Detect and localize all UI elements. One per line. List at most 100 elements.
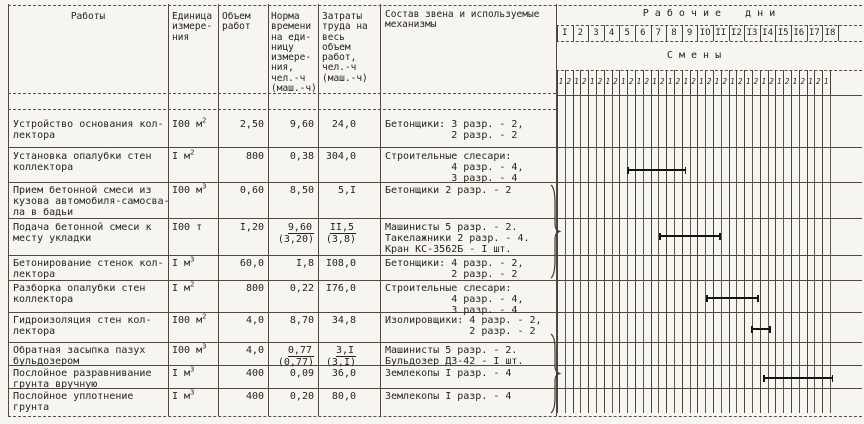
gantt-shift-tick [830, 70, 831, 95]
gantt-shift-label: 1 [714, 77, 720, 86]
gantt-shift-label: 2 [566, 77, 571, 86]
gantt-shift-label: 1 [683, 77, 688, 86]
gantt-shift-tick [783, 70, 785, 95]
labor-cell: II,5 (3,8) [325, 222, 356, 245]
gantt-grid-line [744, 95, 746, 413]
gantt-shift-label: 2 [628, 77, 634, 86]
gantt-shift-label: 1 [667, 77, 673, 86]
gantt-grid-line [728, 95, 730, 413]
gantt-shift-label: 2 [644, 77, 649, 86]
gantt-shift-tick [775, 70, 777, 95]
gantt-shift-tick [728, 70, 730, 95]
gantt-shift-label: 1 [558, 77, 564, 86]
norm-cell: 0,22 [289, 283, 314, 294]
crew-cell: Землекопы I разр. - 4 [385, 391, 512, 402]
gantt-shift-label: 1 [792, 77, 798, 86]
gantt-day-label: 9 [686, 28, 693, 38]
gantt-shift-tick [791, 70, 792, 95]
gantt-shiftband-bottom [556, 95, 862, 96]
unit-cell: I м3 [172, 255, 195, 269]
gantt-grid-line [564, 95, 566, 413]
unit-superscript: 3 [202, 182, 207, 191]
work-cell: Послойное уплотнение грунта [13, 391, 134, 413]
col-header-norm: Норма времени на еди- ницу измере- ния, … [271, 11, 317, 95]
gantt-grid-line [627, 95, 629, 413]
work-cell: Установка опалубки стен коллектора [13, 151, 152, 173]
unit-cell: I00 м2 [172, 116, 207, 130]
gantt-grid-line [713, 95, 714, 413]
gantt-shift-label: 2 [691, 77, 696, 86]
gantt-day-tick [744, 25, 746, 41]
norm-man-hours: 9,60 [287, 222, 314, 234]
gantt-shift-tick [697, 70, 699, 95]
gantt-shift-tick [822, 70, 824, 95]
unit-superscript: 2 [190, 148, 195, 157]
gantt-shift-tick [736, 70, 738, 95]
gantt-grid-line [603, 95, 605, 413]
volume-cell: 60,0 [239, 258, 264, 269]
gantt-shift-label: 2 [722, 77, 727, 86]
gantt-days-title: Р а б о ч и е д н и [642, 8, 776, 19]
col-header-labor: Затраты труда на весь объем работ, чел.-… [322, 11, 368, 84]
gantt-shift-tick [744, 70, 746, 95]
row-separator-line [8, 218, 862, 219]
gantt-shift-tick [767, 70, 769, 95]
crew-cell: Машинисты 5 разр. - 2. Бульдозер ДЗ-42 -… [385, 345, 524, 367]
gantt-day-tick [588, 25, 590, 41]
gantt-shift-label: 2 [800, 77, 805, 86]
gantt-day-label: I7 [808, 28, 820, 38]
crew-cell: Землекопы I разр. - 4 [385, 368, 512, 379]
gantt-day-label: I8 [824, 28, 836, 38]
gantt-grid-line [791, 95, 792, 413]
gantt-shift-tick [681, 70, 683, 95]
header-bottom-line [8, 93, 556, 94]
gantt-shift-label: 1 [574, 77, 579, 86]
gantt-shift-label: 1 [808, 77, 813, 86]
unit-cell: I м3 [172, 388, 195, 402]
table-column-line [168, 4, 169, 416]
volume-cell: 0,60 [239, 185, 264, 196]
labor-cell: 24,0 [331, 119, 356, 130]
row-separator-line [8, 147, 862, 148]
row-separator-line [8, 365, 862, 366]
row-separator-line [8, 255, 862, 256]
norm-cell: I,8 [295, 258, 314, 269]
gantt-grid-line [822, 95, 824, 413]
row-separator-line [8, 342, 862, 343]
gantt-shift-label: 1 [589, 77, 595, 86]
gantt-shift-tick [658, 70, 660, 95]
table-top-border [8, 5, 862, 6]
gantt-grid-line [588, 95, 590, 413]
unit-cell: I м2 [172, 280, 195, 294]
labor-cell: 34,8 [331, 315, 356, 326]
gantt-shift-label: 2 [582, 77, 587, 86]
table-column-line [268, 4, 269, 416]
gantt-grid-line [642, 95, 644, 413]
table-bottom-border [8, 416, 862, 417]
labor-cell: 80,0 [331, 391, 356, 402]
work-cell: Бетонирование стенок кол- лектора [13, 258, 164, 280]
gantt-grid-line [596, 95, 597, 413]
gantt-day-tick [837, 25, 839, 41]
norm-cell: 8,70 [289, 315, 314, 326]
gantt-shift-label: 1 [823, 77, 829, 86]
gantt-grid-line [557, 95, 558, 413]
row-separator-line [8, 280, 862, 281]
gantt-day-label: 8 [671, 28, 677, 38]
gantt-shifts-title: С м е н ы [666, 50, 722, 61]
gantt-day-label: 7 [655, 28, 662, 38]
gantt-shift-tick [806, 70, 808, 95]
work-cell: Гидроизоляция стен кол- лектора [13, 315, 152, 337]
work-cell: Подача бетонной смеси к месту укладки [13, 222, 152, 244]
volume-cell: 800 [245, 151, 264, 162]
unit-cell: I00 т [172, 222, 203, 233]
volume-cell: I,20 [239, 222, 264, 233]
gantt-day-tick [697, 25, 699, 41]
work-cell: Послойное разравнивание грунта вручную [13, 368, 152, 390]
gantt-shift-tick [557, 70, 558, 95]
unit-cell: I00 м3 [172, 342, 207, 356]
col-header-unit: Единица измере- ния [172, 11, 213, 43]
gantt-day-tick [603, 25, 605, 41]
gantt-day-label: IO [699, 28, 711, 38]
